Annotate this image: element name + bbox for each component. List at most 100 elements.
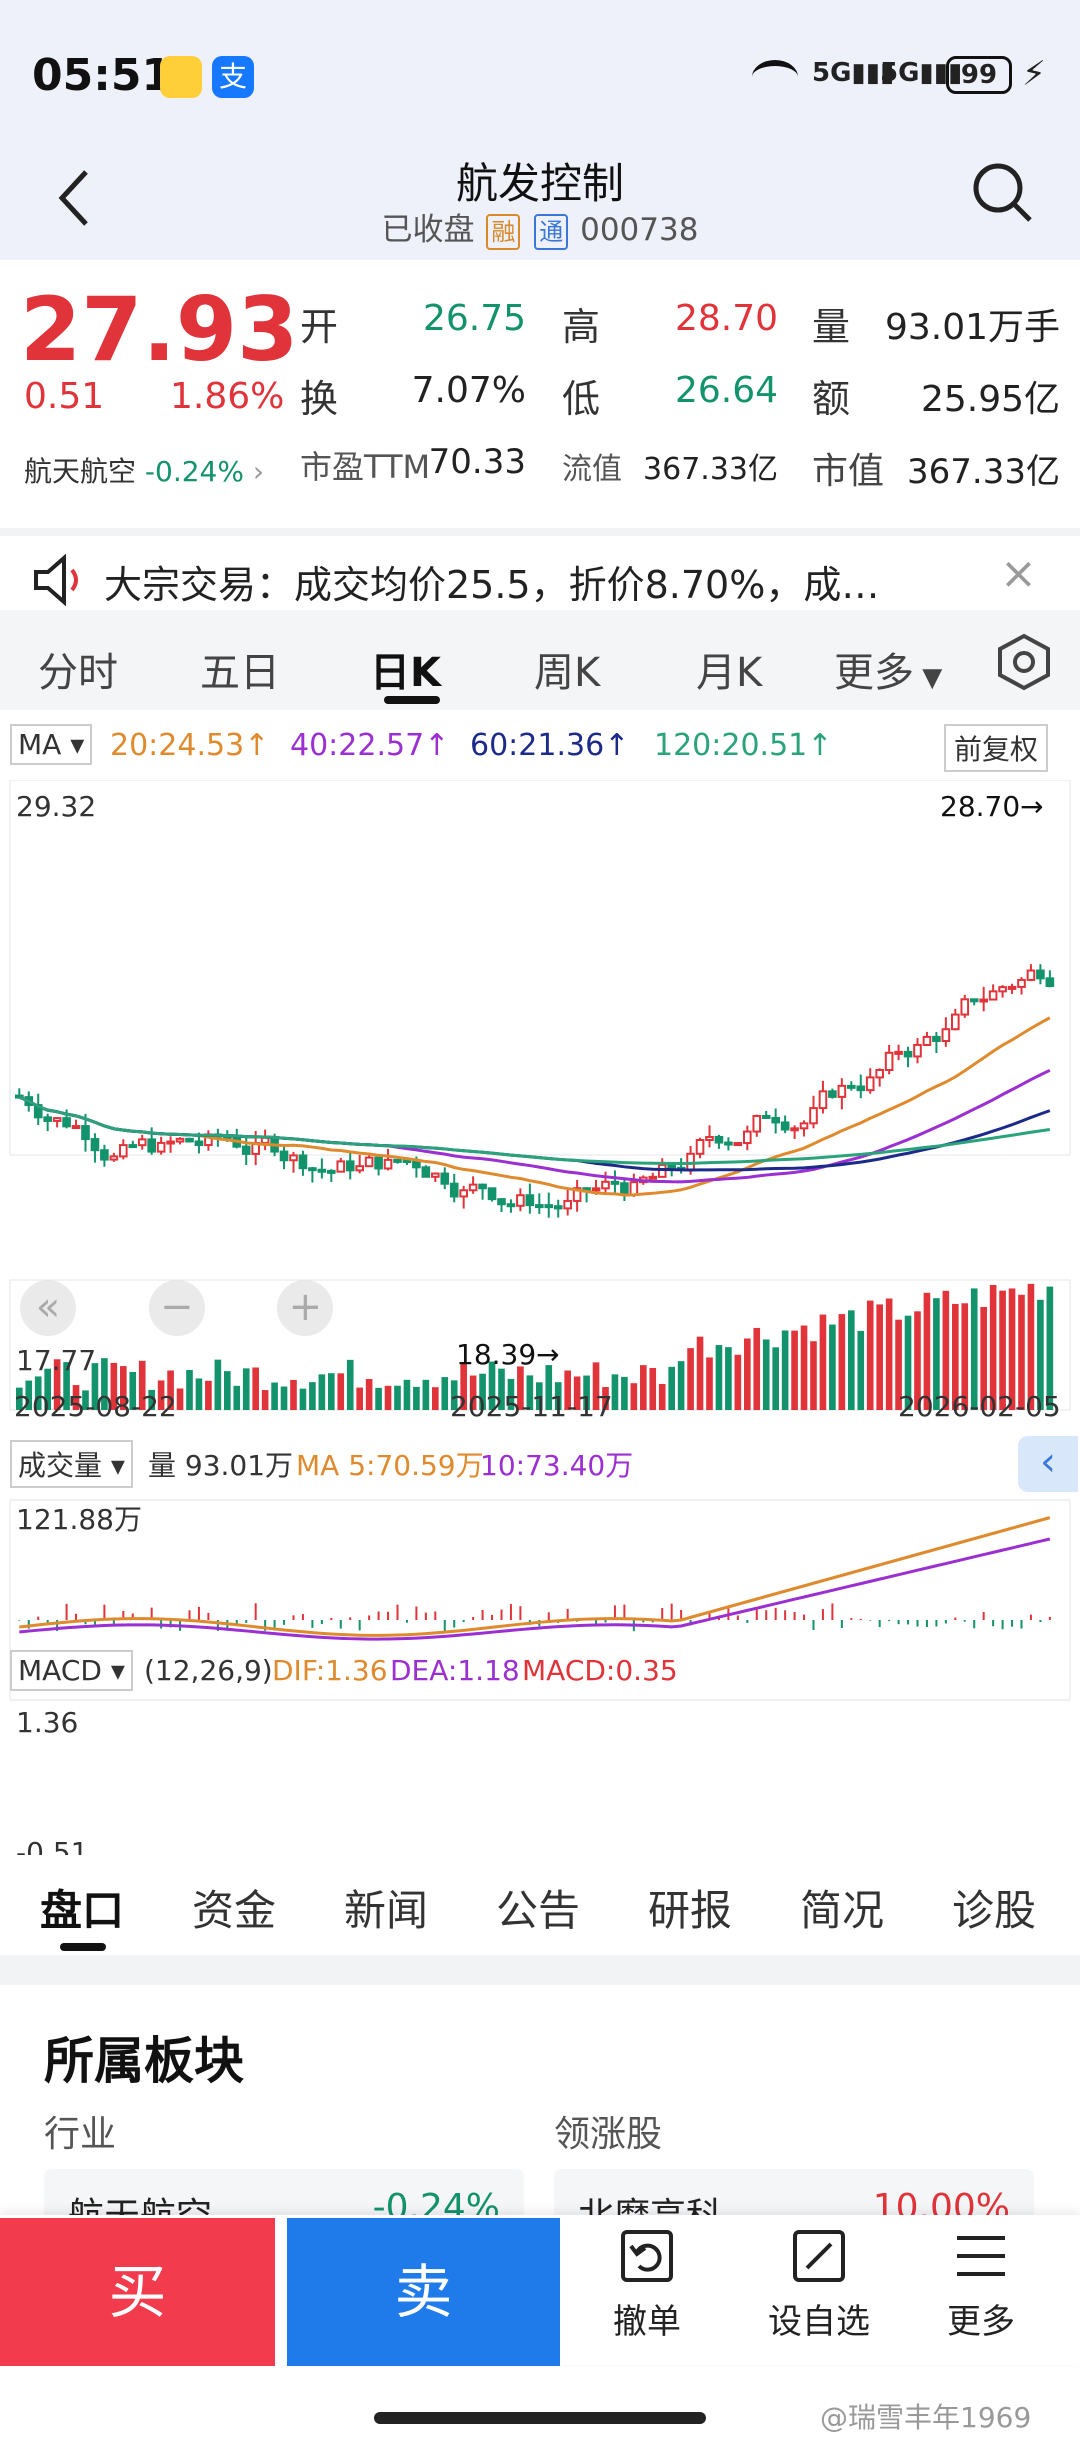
chevron-right-icon: ›: [252, 455, 265, 488]
add-watchlist-button[interactable]: 设自选: [744, 2228, 894, 2343]
buy-button[interactable]: 买: [0, 2218, 275, 2366]
leader-label: 领涨股: [554, 2114, 663, 2155]
kline-chart-area[interactable]: MA ▾ 20:24.53↑ 40:22.57↑ 60:21.36↑ 120:2…: [0, 710, 1080, 1869]
volume-bar: [110, 1362, 118, 1410]
tab-news[interactable]: 新闻: [344, 1886, 429, 1935]
ma20-line: [18, 1016, 1051, 1197]
amount-value: 25.95亿: [920, 379, 1060, 420]
ma40-value: 40:22.57↑: [290, 728, 450, 763]
search-icon[interactable]: [970, 160, 1034, 224]
volume-bar: [545, 1365, 553, 1410]
sector-pct: -0.24%: [144, 455, 244, 488]
candle-body: [572, 1187, 582, 1202]
volume-bar: [432, 1387, 439, 1410]
volume-bar: [781, 1330, 789, 1410]
volume-bar: [885, 1298, 893, 1410]
tab-more[interactable]: 更多 ▼: [834, 640, 942, 698]
volume-bar: [44, 1368, 51, 1410]
tab-profile[interactable]: 简况: [800, 1886, 885, 1935]
volume-bar: [261, 1390, 269, 1410]
tab-order-book[interactable]: 盘口: [40, 1886, 125, 1935]
candle-body: [705, 1135, 714, 1142]
amount-label: 额: [812, 377, 851, 421]
adjust-selector[interactable]: 前复权: [944, 724, 1049, 772]
connect-tag: 通: [534, 213, 569, 250]
volume-bar: [914, 1311, 921, 1410]
ma120-value: 120:20.51↑: [654, 728, 833, 763]
volume-bar: [677, 1361, 685, 1410]
volume-bar: [734, 1354, 742, 1410]
volume-bar: [346, 1359, 354, 1410]
tab-daily-k[interactable]: 日K: [370, 650, 441, 696]
volume-bar: [252, 1367, 259, 1410]
home-indicator[interactable]: [374, 2412, 706, 2424]
tab-weekly-k[interactable]: 周K: [534, 650, 601, 696]
float-cap-value: 367.33亿: [643, 452, 778, 487]
cancel-order-button[interactable]: 撤单: [572, 2228, 722, 2343]
industry-label: 行业: [44, 2114, 117, 2155]
tab-diagnosis[interactable]: 诊股: [952, 1886, 1037, 1935]
stock-code: 000738: [580, 212, 699, 248]
volume-bar: [120, 1366, 127, 1410]
candle-body: [327, 1169, 336, 1174]
volume-bar: [725, 1347, 732, 1410]
candle-body: [336, 1160, 346, 1173]
zoom-out-icon[interactable]: −: [148, 1280, 205, 1336]
candle-body: [81, 1125, 90, 1141]
volume-bar: [214, 1359, 222, 1410]
volume-max-label: 121.88万: [16, 1503, 142, 1536]
candle-body: [761, 1114, 771, 1119]
volume-bar: [129, 1371, 137, 1410]
candle-body: [875, 1068, 884, 1079]
volume-bar: [498, 1368, 505, 1410]
more-button[interactable]: 更多: [906, 2228, 1056, 2343]
settings-hex-icon[interactable]: [994, 632, 1054, 692]
candle-body: [137, 1138, 147, 1147]
candle-body: [298, 1154, 308, 1170]
volume-bar: [1037, 1299, 1044, 1410]
notice-bar[interactable]: 大宗交易：成交均价25.5，折价8.70%，成… ×: [0, 528, 1080, 618]
candle-body: [175, 1137, 185, 1143]
tab-monthly-k[interactable]: 月K: [696, 650, 763, 696]
tab-active-indicator: [384, 696, 440, 704]
volume-bar: [507, 1378, 515, 1410]
macd-selector[interactable]: MACD ▾: [10, 1650, 133, 1691]
high-label: 高: [562, 305, 601, 349]
sector-name: 航天航空: [24, 455, 137, 488]
candle-body: [468, 1183, 478, 1192]
low-value: 26.64: [674, 370, 778, 411]
volume-bar: [573, 1376, 581, 1410]
candle-body: [90, 1138, 100, 1152]
ma-selector[interactable]: MA ▾: [10, 724, 93, 765]
tab-funds[interactable]: 资金: [192, 1886, 277, 1935]
sell-button[interactable]: 卖: [287, 2218, 560, 2366]
volume-bar: [933, 1298, 940, 1410]
stock-header: 航发控制 已收盘 融 通 000738: [0, 150, 1080, 260]
volume-selector[interactable]: 成交量 ▾: [10, 1440, 133, 1488]
back-icon[interactable]: [54, 168, 94, 228]
zoom-in-icon[interactable]: +: [277, 1280, 334, 1336]
sector-link[interactable]: 航天航空 -0.24% ›: [24, 450, 264, 490]
candle-body: [648, 1175, 658, 1180]
volume-bar: [157, 1380, 165, 1410]
candle-body: [629, 1181, 639, 1196]
pe-label: 市盈TTM: [300, 448, 431, 486]
candle-body: [241, 1145, 251, 1155]
rewind-icon[interactable]: «: [20, 1280, 76, 1336]
candle-body: [421, 1166, 431, 1178]
volume-bar: [318, 1374, 326, 1410]
tab-intraday[interactable]: 分时: [38, 650, 118, 696]
candle-body: [1007, 985, 1017, 990]
tab-announcements[interactable]: 公告: [496, 1886, 581, 1935]
ma-label: MA: [18, 728, 62, 761]
volume-bar: [1008, 1288, 1016, 1410]
candle-body: [449, 1182, 459, 1198]
panel-toggle-icon[interactable]: ‹: [1018, 1436, 1078, 1492]
close-icon[interactable]: ×: [1000, 548, 1037, 599]
candle-body: [941, 1028, 951, 1043]
volume-bar: [53, 1359, 61, 1410]
tab-research[interactable]: 研报: [648, 1886, 733, 1935]
candle-body: [185, 1137, 194, 1143]
more-label: 更多: [947, 2302, 1015, 2342]
tab-five-day[interactable]: 五日: [200, 650, 280, 696]
